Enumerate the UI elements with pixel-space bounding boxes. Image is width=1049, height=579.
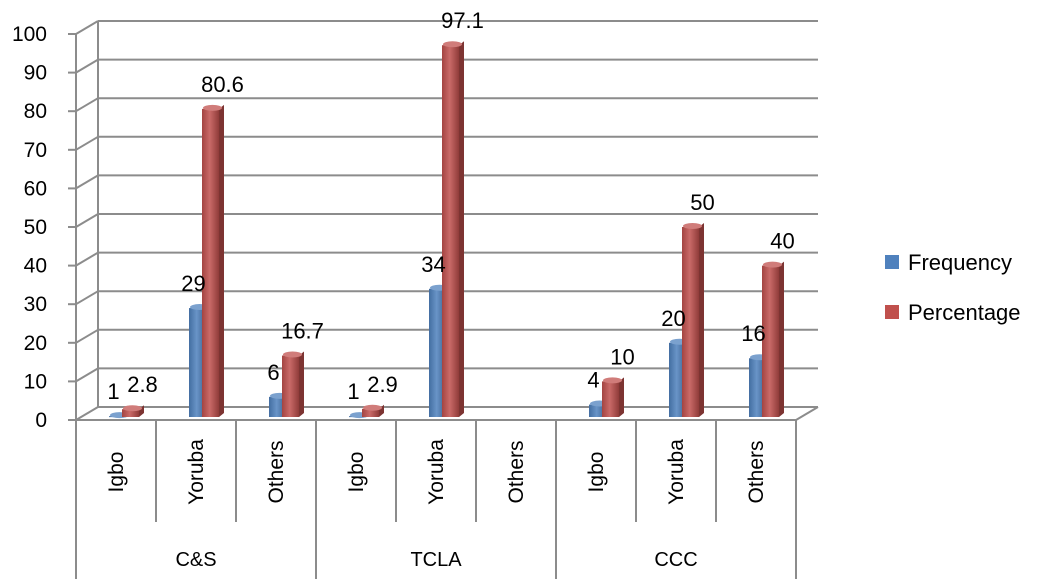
- bar-percentage-2: [282, 351, 304, 417]
- gridline-side: [75, 367, 99, 383]
- bars: [109, 41, 784, 419]
- gridline-side: [75, 135, 99, 151]
- x-category-label: Others: [265, 440, 288, 503]
- gridline-side: [75, 290, 99, 306]
- gridline-side: [75, 406, 99, 421]
- x-category-label: Igbo: [345, 452, 368, 493]
- y-tick-label: 20: [24, 332, 47, 355]
- x-category-label: Yoruba: [665, 439, 688, 505]
- bar-percentage-7: [682, 223, 704, 417]
- data-label: 50: [690, 190, 714, 215]
- x-category-label: Others: [505, 440, 528, 503]
- y-tick-label: 90: [24, 62, 47, 85]
- y-tick-label: 10: [24, 370, 47, 393]
- data-label: 80.6: [201, 72, 244, 97]
- data-label: 29: [181, 271, 205, 296]
- bar-percentage-3: [362, 404, 384, 417]
- bar-percentage-8: [762, 261, 784, 417]
- legend-swatch-frequency: [885, 255, 899, 269]
- data-label: 2.8: [127, 372, 158, 397]
- floor-side-edge: [795, 406, 819, 421]
- data-labels: 1 29 6 1 34 4 20 16 2.8 80.6 16.7 2.9 97.1 10 50 40: [107, 8, 794, 404]
- x-group-label: C&S: [175, 549, 216, 571]
- gridline-side: [75, 58, 99, 74]
- y-tick-label: 50: [24, 216, 47, 239]
- x-category-label: Yoruba: [185, 439, 208, 505]
- data-label: 10: [610, 344, 634, 369]
- gridline-side: [75, 251, 99, 267]
- bar-percentage-0: [122, 405, 144, 417]
- data-label: 34: [421, 252, 445, 277]
- gridline-side: [75, 174, 99, 190]
- legend-label-percentage: Percentage: [908, 300, 1021, 325]
- data-label: 16.7: [281, 319, 324, 344]
- data-label: 4: [587, 368, 599, 393]
- data-label: 1: [347, 379, 359, 404]
- data-label: 20: [661, 306, 685, 331]
- data-label: 2.9: [367, 372, 398, 397]
- y-tick-label: 30: [24, 293, 47, 316]
- bar-percentage-6: [602, 377, 624, 417]
- gridline-side: [75, 328, 99, 344]
- y-tick-label: 0: [35, 409, 47, 432]
- x-category-label: Igbo: [585, 452, 608, 493]
- x-axis-table: Igbo Yoruba Others C&S Igbo Yoruba Others TCLA I…: [75, 420, 797, 579]
- data-label: 6: [267, 360, 279, 385]
- y-axis-ticks: 0 10 20 30 40 50 60 70 80 90 100: [12, 23, 76, 432]
- gridline-side: [75, 20, 99, 35]
- data-label: 1: [107, 379, 119, 404]
- legend: Frequency Percentage: [885, 250, 1021, 325]
- legend-swatch-percentage: [885, 305, 899, 319]
- gridline-side: [75, 97, 99, 113]
- data-label: 97.1: [441, 8, 484, 33]
- y-tick-label: 100: [12, 23, 47, 46]
- y-tick-label: 60: [24, 177, 47, 200]
- gridline-side: [75, 213, 99, 228]
- legend-label-frequency: Frequency: [908, 250, 1012, 275]
- bar-percentage-1: [202, 104, 224, 417]
- y-tick-label: 40: [24, 255, 47, 278]
- x-category-label: Yoruba: [425, 439, 448, 505]
- x-group-label: CCC: [654, 549, 697, 571]
- x-category-label: Igbo: [105, 452, 128, 493]
- x-category-label: Others: [745, 440, 768, 503]
- bar-percentage-4: [442, 41, 464, 417]
- y-tick-label: 80: [24, 100, 47, 123]
- x-group-label: TCLA: [410, 549, 462, 571]
- data-label: 16: [741, 321, 765, 346]
- data-label: 40: [770, 229, 794, 254]
- y-tick-label: 70: [24, 139, 47, 162]
